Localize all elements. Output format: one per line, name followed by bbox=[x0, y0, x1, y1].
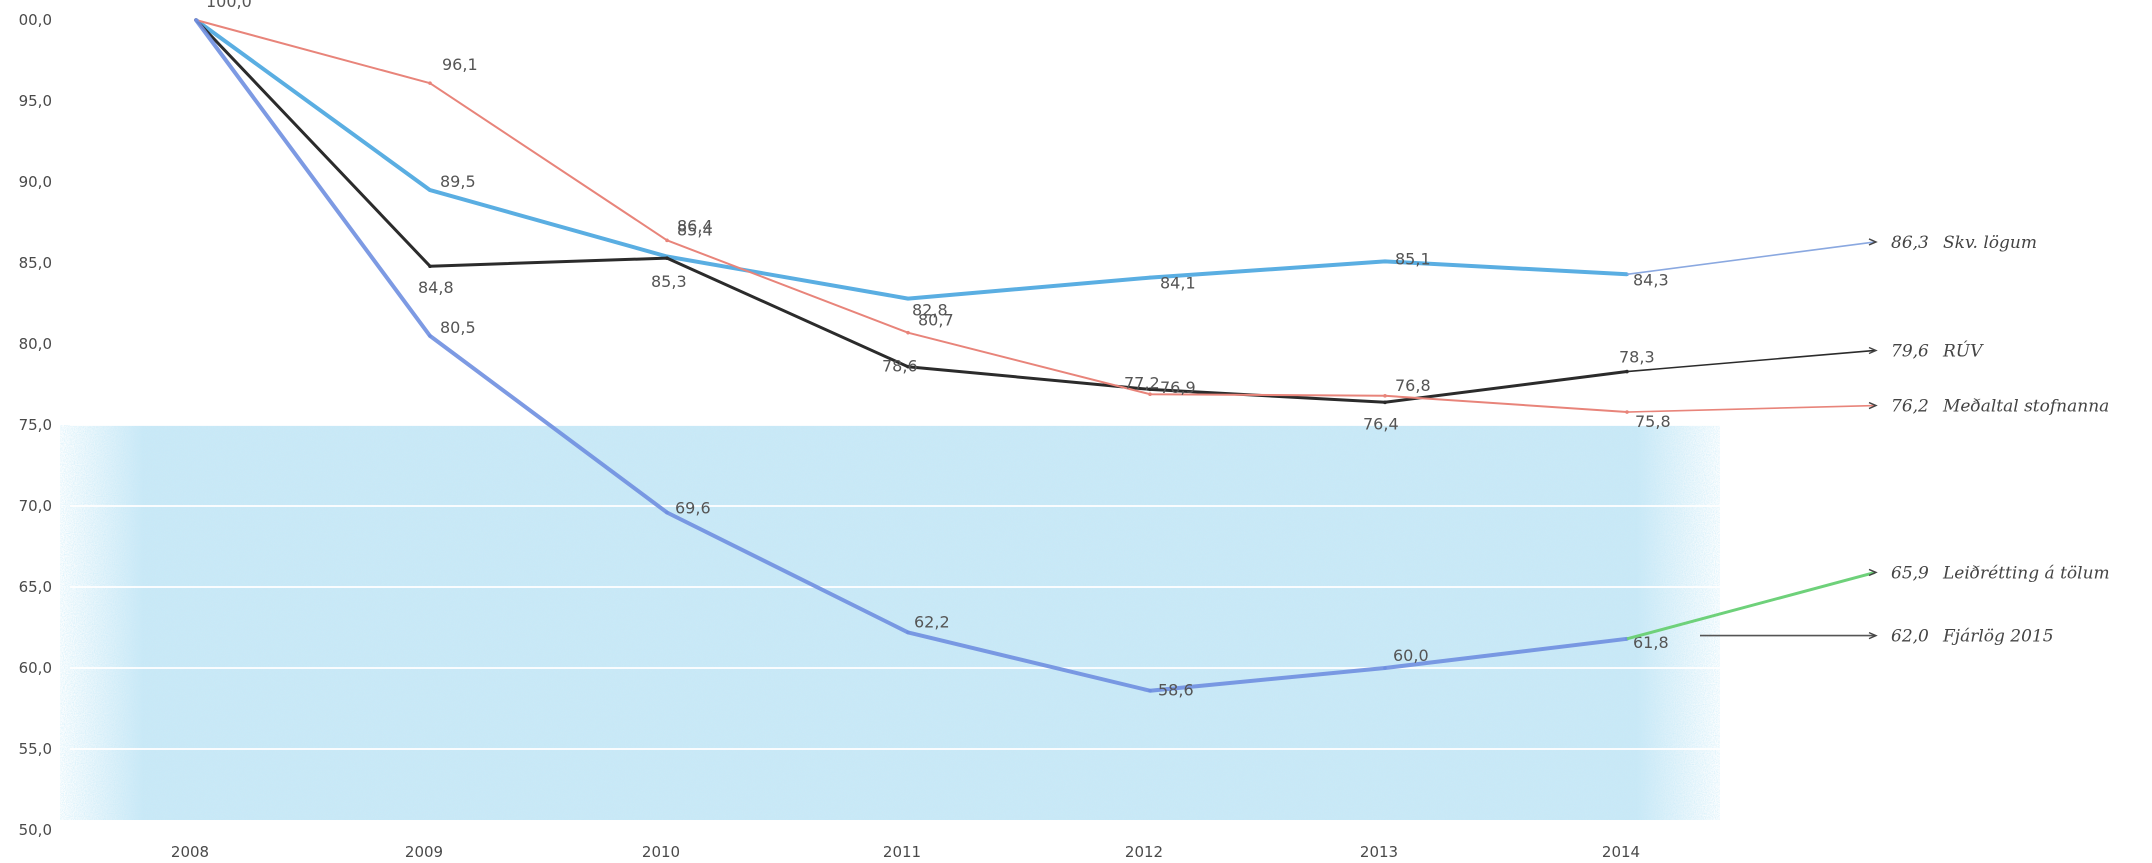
data-point bbox=[1383, 400, 1387, 405]
y-tick-label: 95,0 bbox=[19, 92, 52, 110]
data-labels: 89,5 85,4 82,8 84,1 85,1 84,3 84,8 85,3 78,6 77,2… bbox=[206, 0, 1671, 700]
y-tick-label: 75,0 bbox=[19, 416, 52, 434]
y-tick-label: 85,0 bbox=[19, 254, 52, 272]
data-point bbox=[1383, 666, 1387, 670]
y-tick-label: 60,0 bbox=[19, 659, 52, 677]
arrow-head bbox=[1868, 401, 1878, 410]
data-point bbox=[1148, 275, 1152, 280]
data-point bbox=[906, 364, 910, 369]
data-label: 82,8 bbox=[912, 301, 948, 320]
y-tick-label: 00,0 bbox=[19, 11, 52, 29]
data-label: 80,5 bbox=[440, 318, 476, 337]
data-label: 77,2 bbox=[1124, 373, 1160, 392]
y-axis-ticks: 00,0 95,0 90,0 85,0 80,0 75,0 70,0 65,0 60,0 55,0… bbox=[19, 11, 52, 839]
arrow-head bbox=[1868, 346, 1878, 355]
annotation-line bbox=[1626, 570, 1876, 641]
annotation-line bbox=[1626, 241, 1876, 276]
data-point bbox=[665, 256, 669, 260]
data-point bbox=[428, 188, 432, 192]
data-label: 61,8 bbox=[1633, 633, 1669, 652]
data-label: 60,0 bbox=[1393, 646, 1429, 665]
annotation-value: 62,0 bbox=[1891, 627, 1929, 647]
x-tick-label: 2009 bbox=[405, 843, 443, 861]
y-tick-label: 80,0 bbox=[19, 335, 52, 353]
annotation-value: 65,9 bbox=[1891, 563, 1929, 583]
handwritten-annotations: 86,3 Skv. lögum 79,6 RÚV 76,2 Meðaltal stofna… bbox=[1626, 233, 2110, 647]
y-tick-label: 70,0 bbox=[19, 497, 52, 515]
annotation-value: 79,6 bbox=[1891, 341, 1929, 361]
data-label: 89,5 bbox=[440, 172, 476, 191]
data-label: 78,6 bbox=[882, 357, 918, 376]
annotation-line bbox=[1626, 349, 1876, 373]
y-tick-label: 50,0 bbox=[19, 821, 52, 839]
x-tick-label: 2010 bbox=[642, 843, 680, 861]
series-line bbox=[195, 19, 1628, 413]
x-axis-ticks: 2008 2009 2010 2011 2012 2013 2014 bbox=[171, 843, 1640, 861]
data-label: 76,9 bbox=[1160, 378, 1196, 397]
arrow-head bbox=[1868, 568, 1878, 577]
data-point bbox=[428, 81, 432, 85]
data-label: 84,3 bbox=[1633, 270, 1669, 289]
annotation-value: 76,2 bbox=[1891, 397, 1929, 417]
x-tick-label: 2011 bbox=[883, 843, 921, 861]
data-label: 78,3 bbox=[1619, 348, 1655, 367]
data-label: 84,8 bbox=[418, 278, 454, 297]
annotation-text: RÚV bbox=[1942, 340, 1984, 361]
data-label: 85,3 bbox=[651, 272, 687, 291]
data-label: 84,1 bbox=[1160, 274, 1196, 293]
y-tick-label: 55,0 bbox=[19, 740, 52, 758]
data-point bbox=[665, 238, 669, 243]
annotation-text: Leiðrétting á tölum bbox=[1942, 563, 2110, 583]
data-point bbox=[1383, 394, 1387, 398]
data-point bbox=[1148, 688, 1152, 693]
data-point bbox=[665, 510, 669, 515]
data-point bbox=[1148, 392, 1152, 397]
data-point bbox=[1383, 259, 1387, 264]
data-label: 86,4 bbox=[677, 216, 713, 235]
annotation-text: Meðaltal stofnanna bbox=[1942, 397, 2109, 417]
arrow-head bbox=[1868, 238, 1878, 246]
annotation-text: Skv. lögum bbox=[1943, 233, 2037, 253]
data-label: 76,8 bbox=[1395, 376, 1431, 395]
annotation-text: Fjárlög 2015 bbox=[1942, 627, 2054, 647]
series-lines bbox=[194, 18, 1629, 693]
data-label: 100,0 bbox=[206, 0, 252, 11]
annotation-value: 86,3 bbox=[1891, 233, 1929, 253]
data-label: 62,2 bbox=[914, 612, 950, 631]
y-tick-label: 90,0 bbox=[19, 173, 52, 191]
data-label: 96,1 bbox=[442, 55, 478, 74]
data-point bbox=[428, 334, 432, 338]
x-tick-label: 2008 bbox=[171, 843, 209, 861]
data-point bbox=[428, 264, 432, 269]
data-label: 85,1 bbox=[1395, 249, 1431, 268]
data-label: 80,7 bbox=[918, 311, 954, 330]
data-point bbox=[906, 330, 910, 335]
data-label: 76,4 bbox=[1363, 414, 1399, 433]
y-tick-label: 65,0 bbox=[19, 578, 52, 596]
data-label: 58,6 bbox=[1158, 681, 1194, 700]
data-point bbox=[194, 18, 198, 22]
data-label: 69,6 bbox=[675, 498, 711, 517]
data-point bbox=[1148, 387, 1152, 392]
x-tick-label: 2014 bbox=[1602, 843, 1640, 861]
data-label: 85,4 bbox=[677, 221, 713, 240]
x-tick-label: 2012 bbox=[1125, 843, 1163, 861]
x-tick-label: 2013 bbox=[1360, 843, 1398, 861]
data-point bbox=[906, 296, 910, 301]
data-point bbox=[906, 630, 910, 635]
arrow-head bbox=[1868, 631, 1878, 640]
data-point bbox=[1625, 410, 1629, 414]
data-label: 75,8 bbox=[1635, 412, 1671, 431]
annotation-line bbox=[1626, 404, 1876, 413]
data-point bbox=[1625, 369, 1629, 374]
